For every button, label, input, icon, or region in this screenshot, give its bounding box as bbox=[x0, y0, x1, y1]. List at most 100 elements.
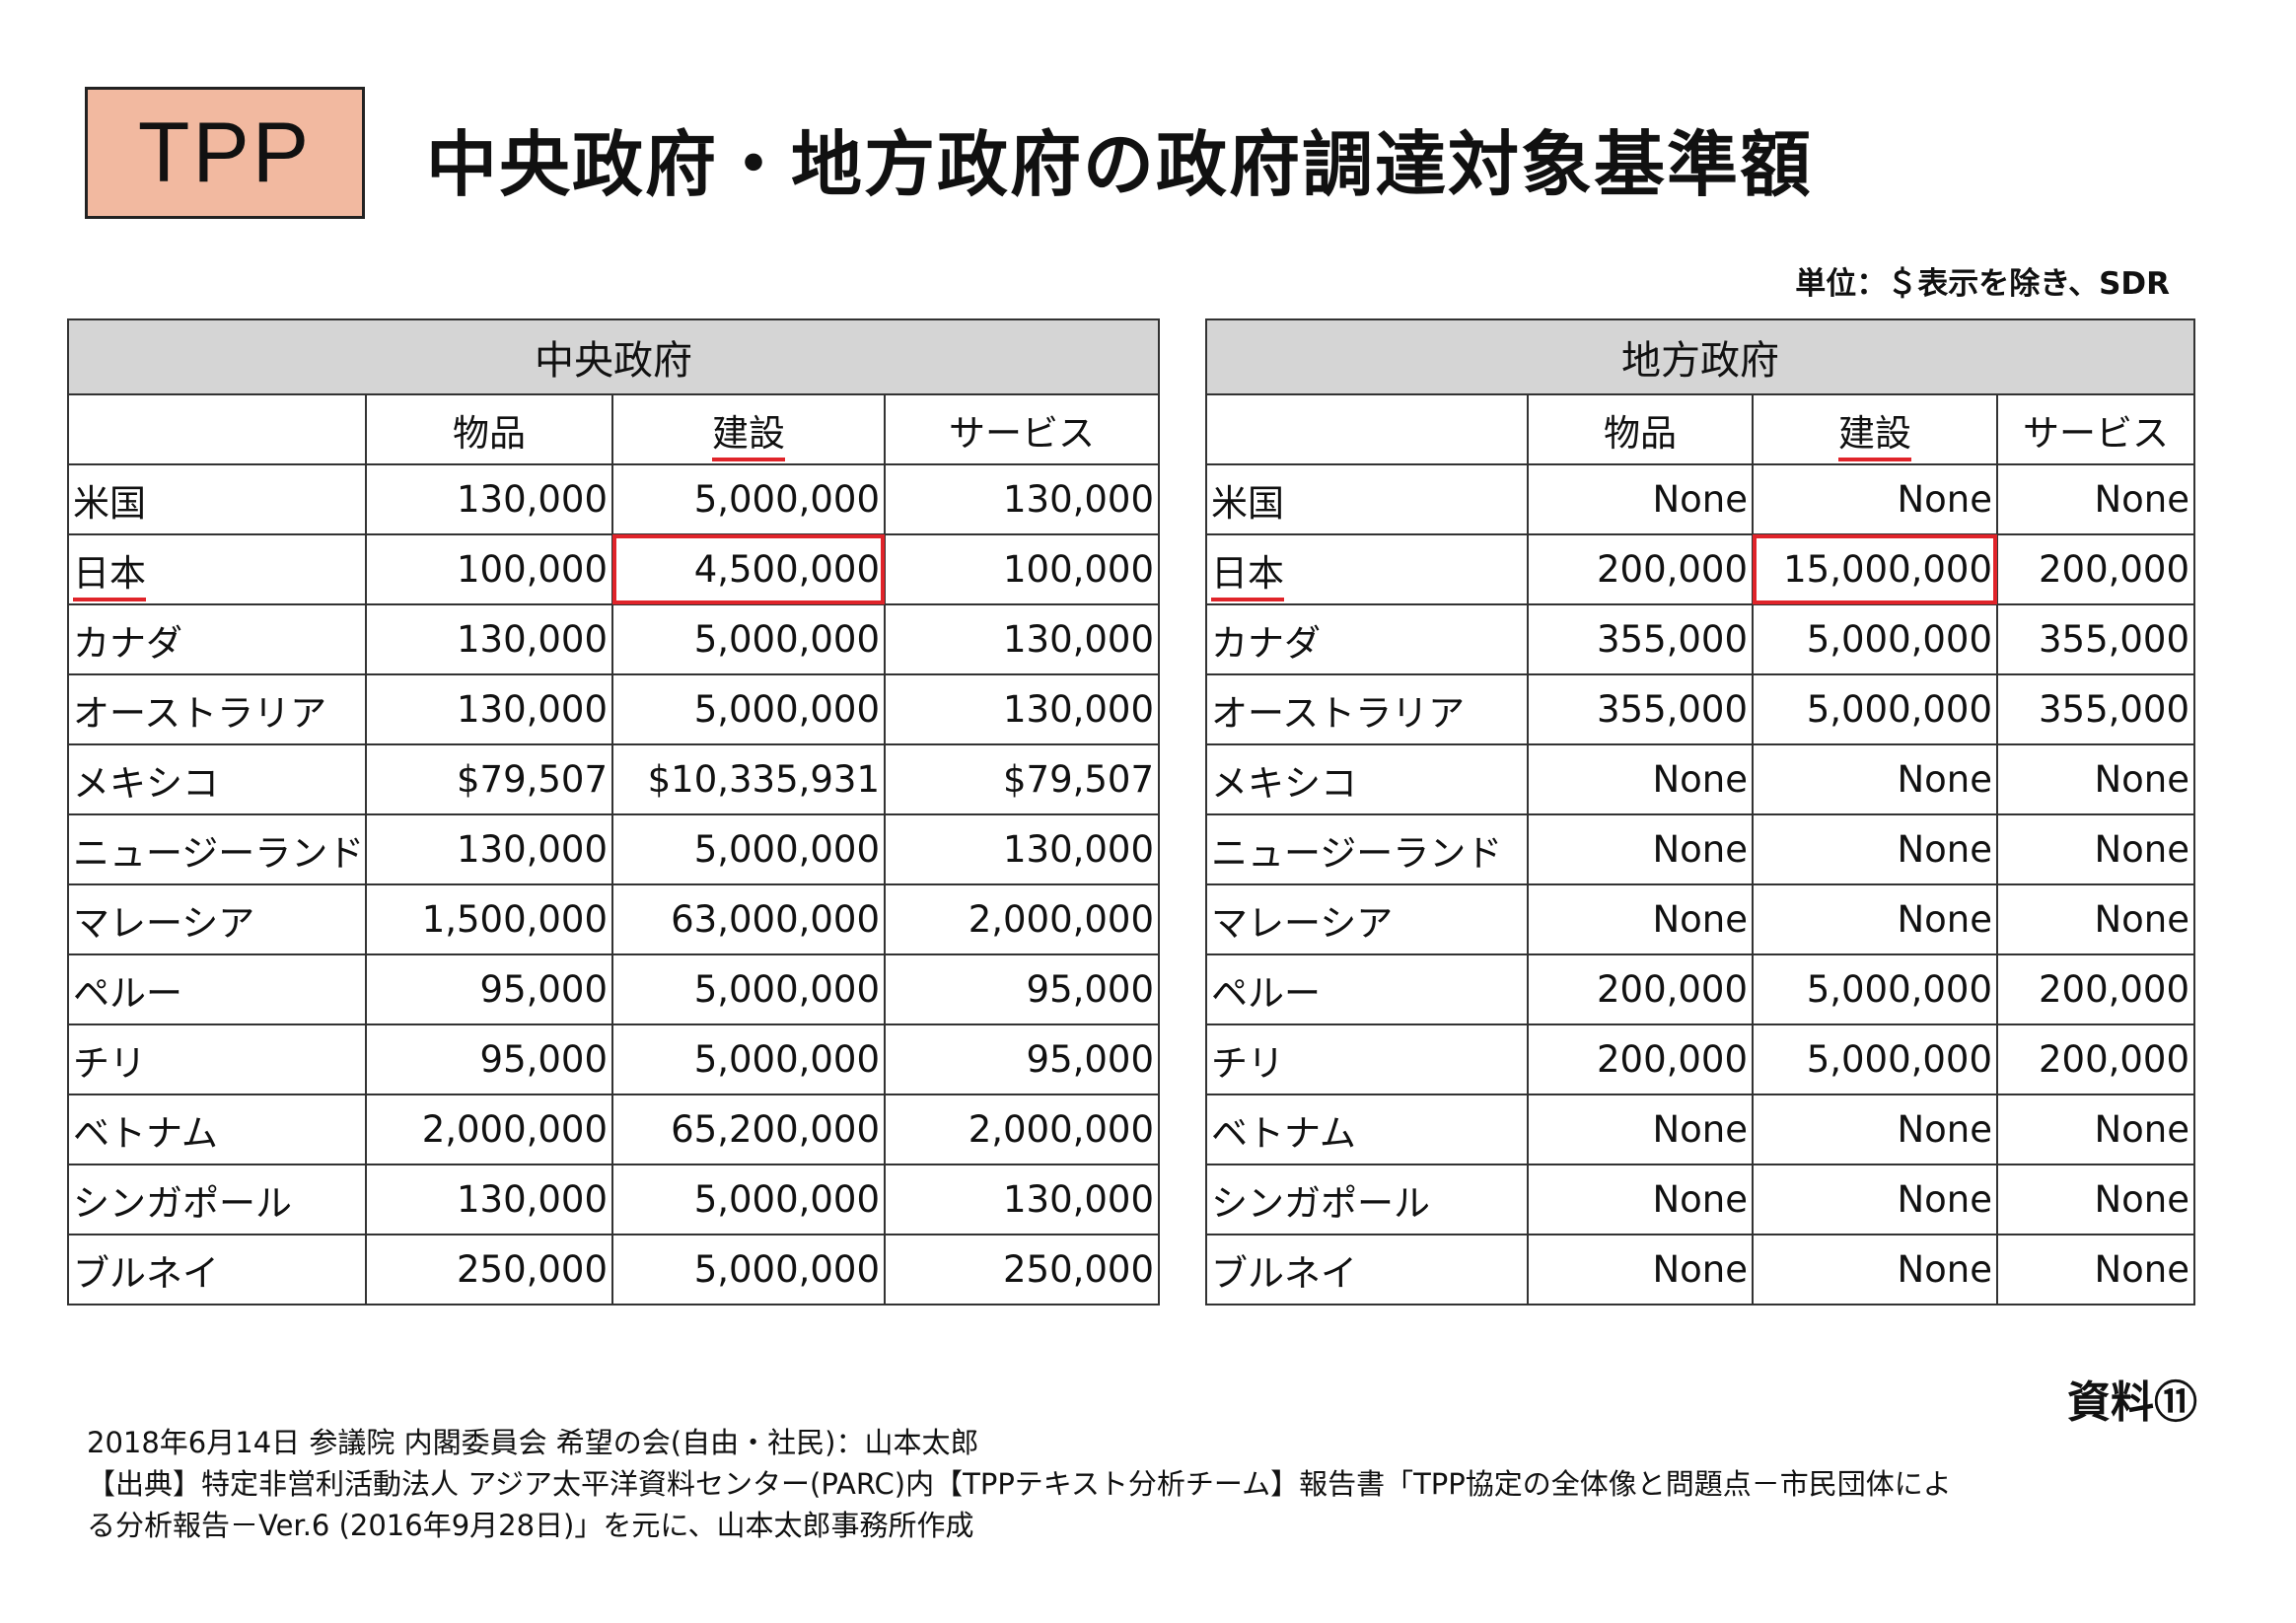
goods-cell: None bbox=[1527, 813, 1754, 885]
goods-cell: 130,000 bbox=[365, 673, 613, 745]
table-row: カナダ 130,000 5,000,000 130,000 bbox=[67, 603, 1160, 675]
goods-cell: 200,000 bbox=[1527, 533, 1754, 605]
construction-cell: 65,200,000 bbox=[611, 1094, 886, 1165]
table-row: オーストラリア 130,000 5,000,000 130,000 bbox=[67, 673, 1160, 745]
construction-cell: 5,000,000 bbox=[611, 673, 886, 745]
construction-cell: 5,000,000 bbox=[611, 953, 886, 1025]
construction-cell: None bbox=[1752, 1094, 1998, 1165]
construction-cell: None bbox=[1752, 883, 1998, 955]
services-cell: 95,000 bbox=[884, 1023, 1160, 1095]
table-row: ベトナム None None None bbox=[1205, 1094, 2195, 1165]
goods-cell: 130,000 bbox=[365, 813, 613, 885]
services-cell: 250,000 bbox=[884, 1234, 1160, 1305]
services-cell: None bbox=[1996, 883, 2195, 955]
table-row: マレーシア None None None bbox=[1205, 883, 2195, 955]
table-row: カナダ 355,000 5,000,000 355,000 bbox=[1205, 603, 2195, 675]
services-cell: None bbox=[1996, 743, 2195, 815]
column-header-goods: 物品 bbox=[365, 393, 613, 465]
country-cell: チリ bbox=[1205, 1023, 1529, 1095]
table-row: チリ 200,000 5,000,000 200,000 bbox=[1205, 1023, 2195, 1095]
goods-cell: 95,000 bbox=[365, 953, 613, 1025]
services-cell: 130,000 bbox=[884, 603, 1160, 675]
construction-cell: 5,000,000 bbox=[611, 813, 886, 885]
column-header-construction: 建設 bbox=[1752, 393, 1998, 465]
table-row: シンガポール 130,000 5,000,000 130,000 bbox=[67, 1164, 1160, 1235]
table-row: メキシコ $79,507 $10,335,931 $79,507 bbox=[67, 743, 1160, 815]
country-cell: マレーシア bbox=[1205, 883, 1529, 955]
table-row: ブルネイ None None None bbox=[1205, 1234, 2195, 1305]
services-cell: 100,000 bbox=[884, 533, 1160, 605]
construction-cell: None bbox=[1752, 1164, 1998, 1235]
table-row: ニュージーランド 130,000 5,000,000 130,000 bbox=[67, 813, 1160, 885]
table-group-title: 中央政府 bbox=[67, 318, 1160, 395]
country-cell: ニュージーランド bbox=[1205, 813, 1529, 885]
construction-cell: 63,000,000 bbox=[611, 883, 886, 955]
table-row: メキシコ None None None bbox=[1205, 743, 2195, 815]
goods-cell: 130,000 bbox=[365, 1164, 613, 1235]
services-cell: 130,000 bbox=[884, 1164, 1160, 1235]
services-cell: 95,000 bbox=[884, 953, 1160, 1025]
construction-cell: 5,000,000 bbox=[611, 1234, 886, 1305]
services-cell: 200,000 bbox=[1996, 1023, 2195, 1095]
table-row: ブルネイ 250,000 5,000,000 250,000 bbox=[67, 1234, 1160, 1305]
country-cell: ペルー bbox=[1205, 953, 1529, 1025]
goods-cell: 130,000 bbox=[365, 603, 613, 675]
services-cell: 2,000,000 bbox=[884, 883, 1160, 955]
country-cell: 米国 bbox=[1205, 463, 1529, 535]
goods-cell: None bbox=[1527, 743, 1754, 815]
construction-cell: None bbox=[1752, 1234, 1998, 1305]
table-row: シンガポール None None None bbox=[1205, 1164, 2195, 1235]
goods-cell: 355,000 bbox=[1527, 673, 1754, 745]
services-cell: $79,507 bbox=[884, 743, 1160, 815]
footer-source: 2018年6月14日 参議院 内閣委員会 希望の会(自由・社民)：山本太郎 【出… bbox=[87, 1422, 2207, 1546]
country-cell: カナダ bbox=[1205, 603, 1529, 675]
country-cell: オーストラリア bbox=[67, 673, 367, 745]
country-cell: 日本 bbox=[1205, 533, 1529, 605]
services-cell: 2,000,000 bbox=[884, 1094, 1160, 1165]
tpp-badge: TPP bbox=[85, 87, 365, 219]
services-cell: None bbox=[1996, 1164, 2195, 1235]
construction-cell: None bbox=[1752, 463, 1998, 535]
goods-cell: 200,000 bbox=[1527, 953, 1754, 1025]
country-cell: ベトナム bbox=[67, 1094, 367, 1165]
table-row: マレーシア 1,500,000 63,000,000 2,000,000 bbox=[67, 883, 1160, 955]
country-cell: メキシコ bbox=[67, 743, 367, 815]
goods-cell: None bbox=[1527, 1164, 1754, 1235]
corner-cell bbox=[67, 393, 367, 465]
table-row: 日本 200,000 15,000,000 200,000 bbox=[1205, 533, 2195, 605]
country-cell: 日本 bbox=[67, 533, 367, 605]
document-label: 資料⑪ bbox=[2067, 1377, 2197, 1428]
services-cell: None bbox=[1996, 813, 2195, 885]
table-row: ペルー 95,000 5,000,000 95,000 bbox=[67, 953, 1160, 1025]
services-cell: 355,000 bbox=[1996, 673, 2195, 745]
corner-cell bbox=[1205, 393, 1529, 465]
goods-cell: 200,000 bbox=[1527, 1023, 1754, 1095]
goods-cell: 2,000,000 bbox=[365, 1094, 613, 1165]
construction-cell: 5,000,000 bbox=[1752, 603, 1998, 675]
country-cell: マレーシア bbox=[67, 883, 367, 955]
goods-cell: None bbox=[1527, 883, 1754, 955]
construction-cell: 5,000,000 bbox=[611, 603, 886, 675]
country-cell: ニュージーランド bbox=[67, 813, 367, 885]
country-cell: シンガポール bbox=[1205, 1164, 1529, 1235]
local-government-table: 地方政府 物品 建設 サービス 米国 None None None 日本 200,000 1… bbox=[1205, 318, 2195, 1305]
column-header-goods: 物品 bbox=[1527, 393, 1754, 465]
country-cell: オーストラリア bbox=[1205, 673, 1529, 745]
construction-cell: 15,000,000 bbox=[1752, 533, 1998, 605]
goods-cell: 250,000 bbox=[365, 1234, 613, 1305]
goods-cell: 100,000 bbox=[365, 533, 613, 605]
country-cell: カナダ bbox=[67, 603, 367, 675]
table-group-title: 地方政府 bbox=[1205, 318, 2195, 395]
country-cell: 米国 bbox=[67, 463, 367, 535]
footer-line: 【出典】特定非営利活動法人 アジア太平洋資料センター(PARC)内【TPPテキス… bbox=[87, 1467, 1952, 1501]
country-cell: ベトナム bbox=[1205, 1094, 1529, 1165]
country-cell: ブルネイ bbox=[67, 1234, 367, 1305]
services-cell: 200,000 bbox=[1996, 953, 2195, 1025]
goods-cell: 130,000 bbox=[365, 463, 613, 535]
construction-cell: 4,500,000 bbox=[611, 533, 886, 605]
services-cell: 200,000 bbox=[1996, 533, 2195, 605]
table-row: 米国 130,000 5,000,000 130,000 bbox=[67, 463, 1160, 535]
column-header-row: 物品 建設 サービス bbox=[67, 393, 1160, 465]
table-row: チリ 95,000 5,000,000 95,000 bbox=[67, 1023, 1160, 1095]
table-row: オーストラリア 355,000 5,000,000 355,000 bbox=[1205, 673, 2195, 745]
